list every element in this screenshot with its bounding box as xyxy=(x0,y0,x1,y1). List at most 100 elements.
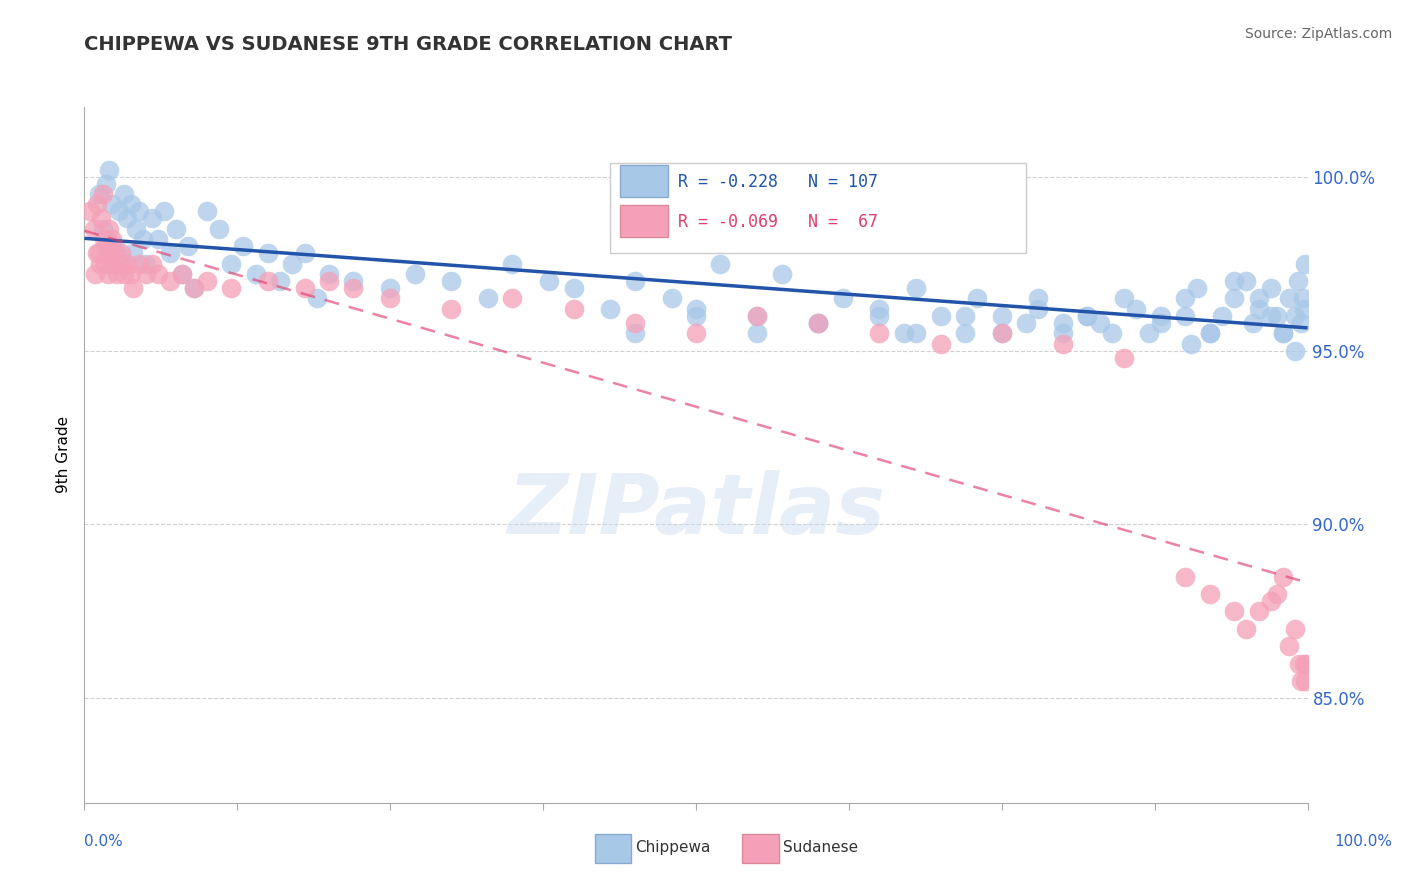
Point xyxy=(342,274,364,288)
Text: ZIPatlas: ZIPatlas xyxy=(508,470,884,551)
Point xyxy=(1174,309,1197,323)
Point xyxy=(146,232,169,246)
Point xyxy=(1052,326,1074,341)
Point xyxy=(97,162,120,177)
Point xyxy=(661,292,683,306)
Point xyxy=(905,326,928,341)
Point xyxy=(294,246,316,260)
Point xyxy=(89,257,111,271)
Point xyxy=(747,309,769,323)
Point xyxy=(953,309,976,323)
Point xyxy=(219,281,242,295)
Point xyxy=(172,267,194,281)
Point xyxy=(624,326,647,341)
Point xyxy=(1272,570,1295,584)
Point xyxy=(132,232,155,246)
Point xyxy=(747,326,769,341)
Point xyxy=(115,211,138,226)
Point xyxy=(172,267,194,281)
Point xyxy=(685,309,707,323)
Point xyxy=(1288,657,1310,671)
Point xyxy=(90,211,112,226)
Point xyxy=(1272,326,1295,341)
Point xyxy=(1292,301,1315,316)
Point xyxy=(1286,274,1309,288)
Point xyxy=(1291,316,1313,330)
Point xyxy=(380,292,402,306)
Point xyxy=(1247,301,1270,316)
Point xyxy=(1052,316,1074,330)
Point xyxy=(1265,309,1288,323)
Point xyxy=(502,292,524,306)
Point xyxy=(1292,657,1315,671)
Point xyxy=(1284,343,1306,358)
Point xyxy=(1180,336,1202,351)
Point xyxy=(1211,309,1233,323)
Point xyxy=(709,257,731,271)
Point xyxy=(1278,292,1301,306)
Point xyxy=(97,222,120,236)
Point xyxy=(440,301,463,316)
Point xyxy=(685,326,707,341)
Point xyxy=(1236,274,1258,288)
Point xyxy=(770,267,793,281)
Point xyxy=(110,246,132,260)
Point xyxy=(685,301,707,316)
Text: R = -0.228   N = 107: R = -0.228 N = 107 xyxy=(678,173,877,191)
Point xyxy=(87,187,110,202)
Point xyxy=(1198,587,1220,601)
Point xyxy=(562,281,585,295)
Text: 0.0%: 0.0% xyxy=(84,834,124,849)
Point xyxy=(104,239,127,253)
Point xyxy=(1125,301,1147,316)
Point xyxy=(128,257,150,271)
Point xyxy=(83,222,105,236)
Point xyxy=(893,326,915,341)
Point xyxy=(1294,257,1316,271)
Point xyxy=(1284,622,1306,636)
Point xyxy=(1052,336,1074,351)
Point xyxy=(1015,316,1038,330)
Text: Source: ZipAtlas.com: Source: ZipAtlas.com xyxy=(1244,27,1392,41)
Point xyxy=(807,316,830,330)
Point xyxy=(1028,301,1050,316)
Point xyxy=(1284,309,1306,323)
Point xyxy=(257,274,280,288)
Point xyxy=(599,301,621,316)
Point xyxy=(1223,274,1246,288)
Point xyxy=(1247,605,1270,619)
Point xyxy=(146,267,169,281)
Point xyxy=(747,309,769,323)
Y-axis label: 9th Grade: 9th Grade xyxy=(56,417,72,493)
Point xyxy=(101,197,124,211)
Point xyxy=(79,204,101,219)
Point xyxy=(807,316,830,330)
Point xyxy=(1291,674,1313,689)
Text: R = -0.069   N =  67: R = -0.069 N = 67 xyxy=(678,213,877,231)
Point xyxy=(305,292,328,306)
Point xyxy=(103,257,125,271)
Point xyxy=(1076,309,1098,323)
Point xyxy=(110,257,132,271)
Point xyxy=(86,197,108,211)
Point xyxy=(120,197,142,211)
Point xyxy=(195,274,218,288)
Point xyxy=(1278,640,1301,654)
Point xyxy=(869,326,891,341)
Point xyxy=(1294,674,1316,689)
Point xyxy=(195,204,218,219)
Point xyxy=(1295,657,1317,671)
Point xyxy=(1260,281,1282,295)
Point xyxy=(404,267,426,281)
Point xyxy=(1028,292,1050,306)
Point xyxy=(342,281,364,295)
Point xyxy=(1223,292,1246,306)
Point xyxy=(1187,281,1209,295)
Point xyxy=(562,301,585,316)
Point xyxy=(153,204,176,219)
Point xyxy=(1223,605,1246,619)
Point xyxy=(112,187,135,202)
Point xyxy=(93,232,115,246)
Point xyxy=(107,204,129,219)
Point xyxy=(1076,309,1098,323)
